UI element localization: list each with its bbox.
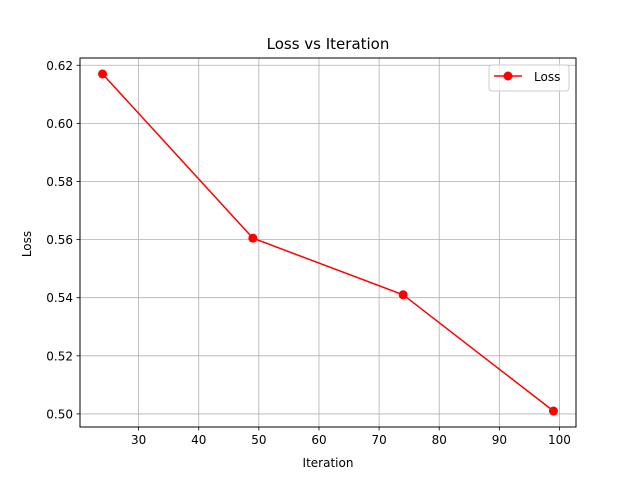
y-tick-label: 0.52	[46, 349, 73, 363]
y-tick-label: 0.62	[46, 59, 73, 73]
series-line-loss	[101, 73, 554, 412]
x-tick-label: 90	[492, 433, 507, 447]
y-tick-label: 0.50	[46, 407, 73, 421]
y-tick-label: 0.56	[46, 233, 73, 247]
x-tick-label: 50	[251, 433, 266, 447]
legend: Loss	[488, 64, 570, 92]
legend-box	[488, 64, 570, 92]
x-tick-label: 80	[432, 433, 447, 447]
data-point	[398, 290, 408, 300]
y-tick-label: 0.54	[46, 291, 73, 305]
y-axis-label: Loss	[20, 231, 34, 257]
y-tick-label: 0.60	[46, 117, 73, 131]
grid	[80, 58, 576, 427]
x-axis-label: Iteration	[303, 456, 354, 470]
x-tick-label: 40	[191, 433, 206, 447]
x-tick-label: 100	[548, 433, 571, 447]
legend-label: Loss	[534, 70, 560, 84]
series-layer	[98, 69, 558, 416]
x-tick-label: 60	[311, 433, 326, 447]
chart-title: Loss vs Iteration	[267, 35, 390, 53]
x-tick-label: 70	[371, 433, 386, 447]
x-tick-label: 30	[131, 433, 146, 447]
legend-marker-swatch	[503, 71, 513, 81]
data-point	[98, 69, 108, 79]
data-point	[248, 233, 258, 243]
data-point	[548, 406, 558, 416]
y-tick-label: 0.58	[46, 175, 73, 189]
plot-frame	[79, 57, 577, 428]
ticks: 30 40 50 60 70 80 90 100 0.50 0.52 0.54 0.56 0.58 0.6…	[46, 59, 571, 447]
